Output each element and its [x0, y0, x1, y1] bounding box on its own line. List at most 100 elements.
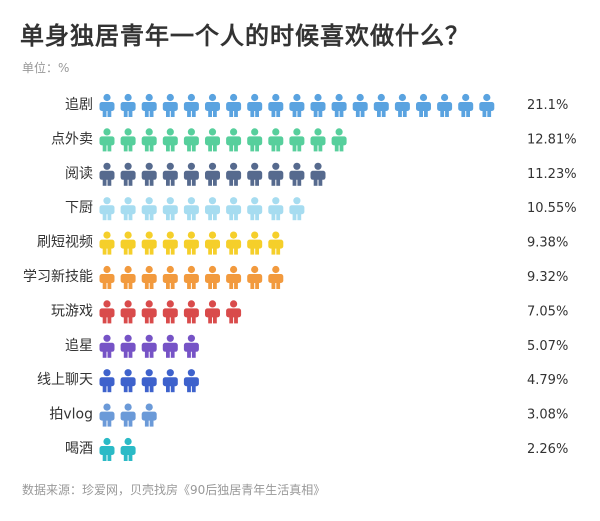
value-label: 11.23% — [527, 167, 577, 182]
person-icon — [141, 162, 157, 186]
person-icon — [120, 265, 136, 289]
person-icon — [99, 128, 115, 152]
person-icon — [141, 265, 157, 289]
person-icon — [205, 162, 220, 186]
person-icon — [226, 300, 242, 324]
person-icon — [205, 231, 220, 255]
value-label: 7.05% — [527, 304, 568, 319]
chart-row: 线上聊天 4.79% — [37, 369, 568, 393]
person-icon — [331, 93, 347, 117]
person-icon — [268, 231, 284, 255]
person-icon — [99, 162, 115, 186]
person-icon — [310, 128, 326, 152]
category-label: 下厨 — [65, 200, 93, 216]
person-icon — [226, 93, 242, 117]
person-icon — [99, 265, 115, 289]
person-icon — [141, 93, 157, 117]
chart-row: 刷短视频 9.38% — [37, 231, 568, 255]
person-icon — [373, 93, 389, 117]
chart-row: 玩游戏 7.05% — [51, 300, 568, 324]
person-icon — [289, 128, 305, 152]
person-icon — [120, 437, 136, 461]
chart-row: 追星 5.07% — [65, 334, 568, 358]
person-icon — [183, 128, 199, 152]
person-icon — [141, 128, 157, 152]
person-icon — [162, 265, 178, 289]
value-label: 21.1% — [527, 98, 568, 113]
chart-row: 阅读 11.23% — [65, 162, 577, 186]
person-icon — [205, 93, 220, 117]
person-icon — [268, 162, 284, 186]
person-icon — [205, 265, 220, 289]
person-icon — [141, 334, 157, 358]
person-icon — [289, 93, 305, 117]
person-icon — [162, 334, 178, 358]
chart-row: 学习新技能 9.32% — [23, 265, 568, 289]
value-label: 5.07% — [527, 339, 568, 354]
person-icon — [226, 265, 242, 289]
person-icon — [247, 162, 263, 186]
unit-label: 单位：% — [22, 61, 70, 75]
person-icon — [162, 162, 178, 186]
person-icon — [120, 369, 136, 393]
person-icon — [183, 334, 199, 358]
person-icon — [247, 93, 263, 117]
person-icon — [183, 93, 199, 117]
person-icon — [458, 93, 474, 117]
person-icon — [120, 93, 136, 117]
category-label: 追星 — [65, 338, 93, 354]
chart-title: 单身独居青年一个人的时候喜欢做什么？ — [20, 22, 470, 50]
person-icon — [226, 231, 242, 255]
person-icon — [247, 197, 263, 221]
person-icon — [99, 93, 115, 117]
category-label: 追剧 — [65, 97, 93, 113]
person-icon — [120, 403, 136, 427]
person-icon — [247, 265, 263, 289]
person-icon — [99, 403, 115, 427]
person-icon — [416, 93, 431, 117]
chart-row: 追剧 21.1% — [65, 93, 568, 117]
person-icon — [205, 300, 220, 324]
person-icon — [226, 197, 242, 221]
person-icon — [479, 93, 495, 117]
person-icon — [162, 231, 178, 255]
chart-row: 下厨 10.55% — [65, 197, 577, 221]
person-icon — [99, 369, 115, 393]
person-icon — [120, 128, 136, 152]
chart-row: 点外卖 12.81% — [51, 128, 577, 152]
person-icon — [226, 128, 242, 152]
person-icon — [268, 197, 284, 221]
value-label: 2.26% — [527, 442, 568, 457]
person-icon — [120, 197, 136, 221]
person-icon — [162, 300, 178, 324]
person-icon — [268, 265, 284, 289]
person-icon — [120, 300, 136, 324]
person-icon — [205, 128, 220, 152]
person-icon — [226, 162, 242, 186]
category-label: 拍vlog — [49, 407, 93, 423]
person-icon — [141, 300, 157, 324]
person-icon — [141, 403, 157, 427]
value-label: 3.08% — [527, 408, 568, 423]
source-note: 数据来源：珍爱网，贝壳找房《90后独居青年生活真相》 — [22, 483, 326, 497]
person-icon — [120, 162, 136, 186]
category-label: 学习新技能 — [23, 269, 93, 285]
category-label: 线上聊天 — [37, 372, 93, 388]
person-icon — [331, 128, 347, 152]
person-icon — [268, 93, 284, 117]
person-icon — [437, 93, 453, 117]
person-icon — [289, 197, 305, 221]
person-icon — [289, 162, 305, 186]
person-icon — [99, 197, 115, 221]
value-label: 9.32% — [527, 270, 568, 285]
person-icon — [99, 231, 115, 255]
person-icon — [162, 128, 178, 152]
person-icon — [394, 93, 410, 117]
person-icon — [162, 369, 178, 393]
value-label: 9.38% — [527, 236, 568, 251]
person-icon — [120, 231, 136, 255]
category-label: 刷短视频 — [37, 235, 93, 251]
person-icon — [183, 300, 199, 324]
category-label: 喝酒 — [65, 441, 93, 457]
